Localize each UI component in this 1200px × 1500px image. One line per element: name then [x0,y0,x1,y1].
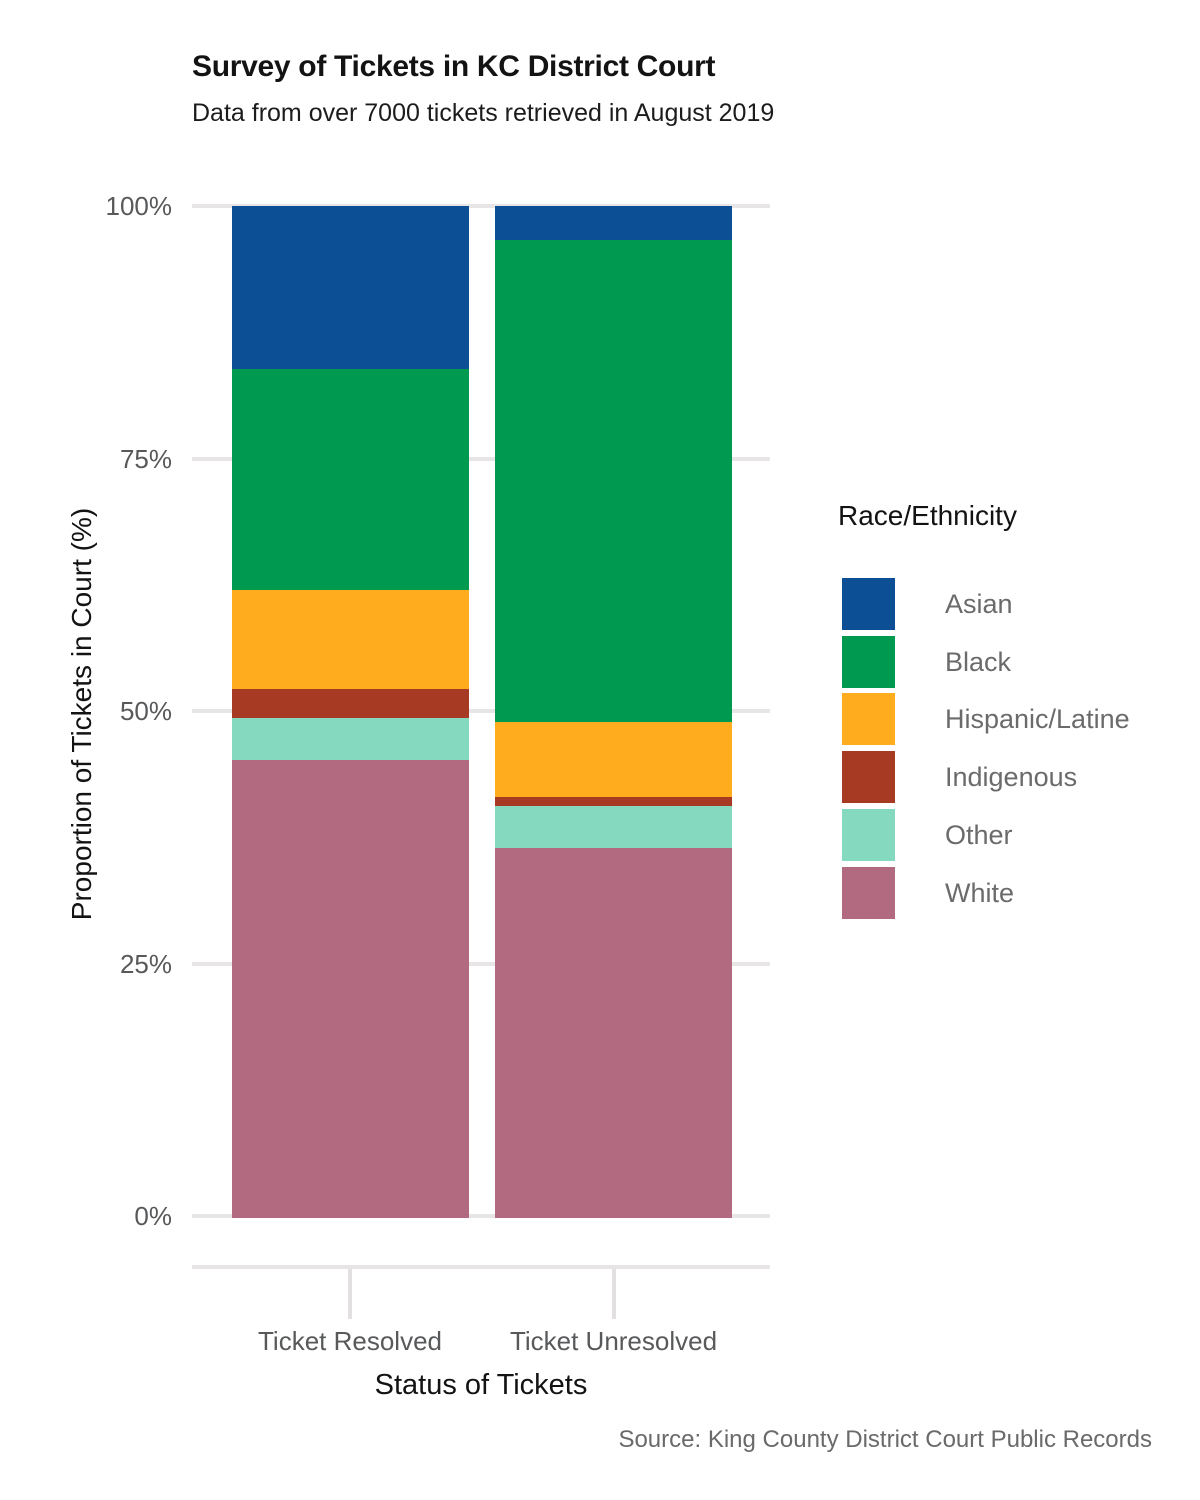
legend-label-asian: Asian [945,589,1013,619]
x-tick-ticket-unresolved [611,1269,616,1319]
bar-segment-ticket-unresolved-white [495,846,732,1218]
y-tick-label-50: 50% [119,696,172,726]
legend-label-white: White [945,877,1015,908]
bar-segment-ticket-unresolved-asian [495,206,732,241]
bar-segment-ticket-resolved-white [231,758,469,1218]
chart-subtitle: Data from over 7000 tickets retrieved in… [192,99,775,127]
legend-label-indigenous: Indigenous [945,762,1078,793]
y-tick-label-25: 25% [119,948,172,979]
bar-segment-ticket-unresolved-hispanic-latine [495,720,732,797]
x-tick-ticket-resolved [348,1269,352,1319]
legend-label-hispanic-latine: Hispanic/Latine [945,704,1130,735]
legend-swatch-black [842,635,895,688]
legend-swatch-asian [842,578,895,630]
y-tick-label-0: 0% [134,1201,172,1231]
legend-label-black: Black [945,646,1012,677]
y-tick-label-75: 75% [119,443,172,474]
bar-segment-ticket-resolved-asian [231,206,469,369]
gridline-25 [192,961,770,966]
gridline-100 [192,204,770,208]
legend-title: Race/Ethnicity [838,500,1017,531]
source-caption: Source: King County District Court Publi… [618,1426,1152,1453]
gridline-75 [192,456,770,461]
bar-segment-ticket-resolved-black [231,366,469,590]
legend-label-other: Other [945,819,1013,850]
gridline-0 [192,1214,770,1218]
gridline-50 [192,709,770,713]
bar-segment-ticket-resolved-hispanic-latine [231,587,469,689]
x-tick-label-ticket-resolved: Ticket Resolved [258,1326,442,1356]
legend-swatch-other [842,808,895,861]
bar-segment-ticket-unresolved-other [495,803,732,849]
x-tick-label-ticket-unresolved: Ticket Unresolved [509,1326,718,1356]
chart-title: Survey of Tickets in KC District Court [192,50,716,83]
legend-swatch-indigenous [842,751,895,804]
bar-segment-ticket-resolved-other [231,716,469,761]
y-tick-label-100: 100% [105,191,173,221]
x-axis-line [192,1265,770,1269]
bar-segment-ticket-unresolved-black [495,238,732,723]
legend-swatch-white [842,866,895,919]
legend-swatch-hispanic-latine [842,693,895,746]
bar-segment-ticket-resolved-indigenous [231,686,469,719]
bar-segment-ticket-unresolved-indigenous [495,794,732,806]
x-axis-title: Status of Tickets [374,1369,588,1401]
